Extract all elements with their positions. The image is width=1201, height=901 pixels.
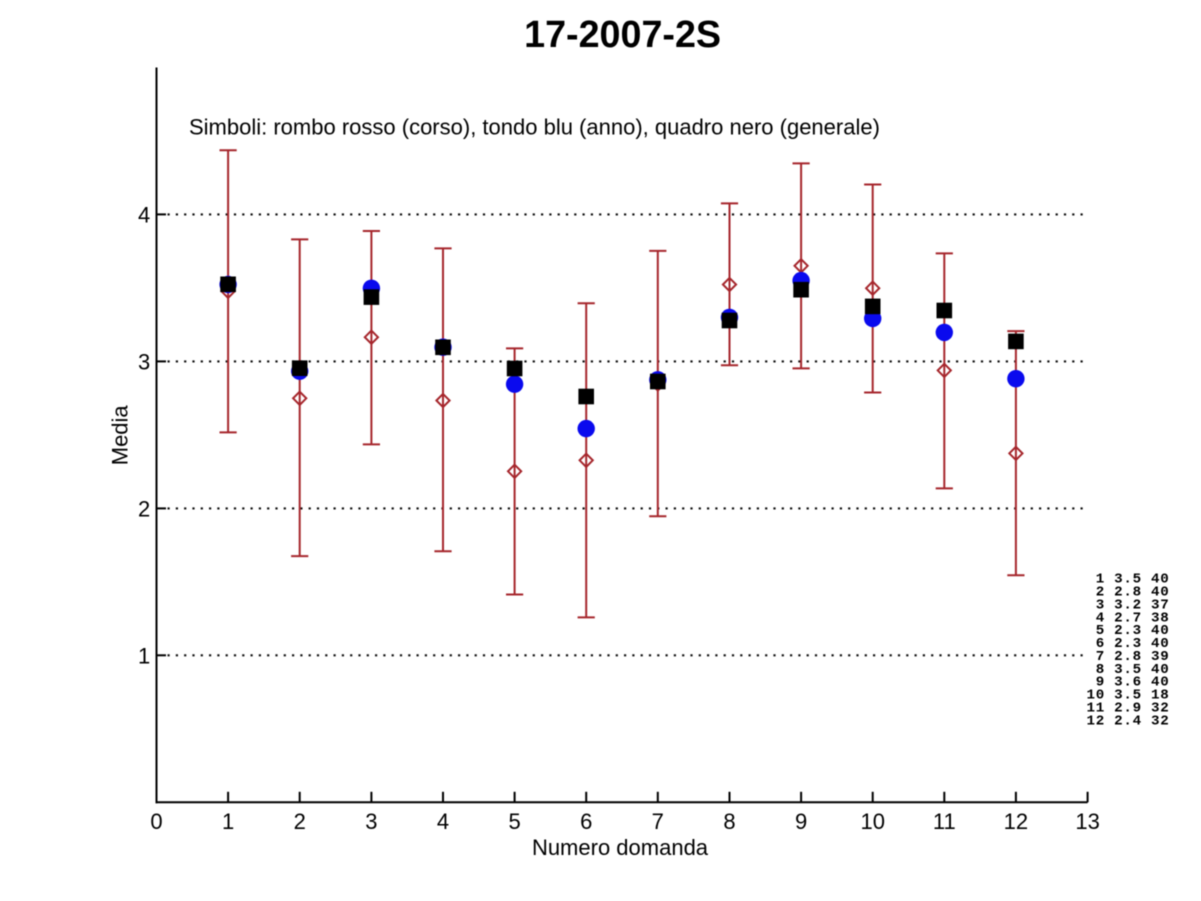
svg-text:3 3.2 37: 3 3.2 37: [1087, 597, 1170, 613]
svg-text:12 2.4 32: 12 2.4 32: [1087, 713, 1170, 729]
svg-text:2 2.8 40: 2 2.8 40: [1087, 585, 1170, 601]
svg-text:0: 0: [150, 809, 162, 834]
svg-text:10 3.5 18: 10 3.5 18: [1087, 688, 1170, 704]
svg-text:2: 2: [138, 497, 150, 522]
svg-text:11 2.9 32: 11 2.9 32: [1087, 701, 1170, 717]
svg-text:Media: Media: [108, 405, 133, 466]
svg-text:8: 8: [723, 809, 735, 834]
svg-text:4 2.7 38: 4 2.7 38: [1087, 610, 1170, 626]
svg-text:7 2.8 39: 7 2.8 39: [1087, 649, 1170, 665]
svg-text:1: 1: [222, 809, 234, 834]
svg-text:4: 4: [138, 203, 150, 228]
svg-text:7: 7: [652, 809, 664, 834]
svg-text:10: 10: [860, 809, 884, 834]
svg-text:3: 3: [138, 350, 150, 375]
svg-text:1: 1: [138, 644, 150, 669]
svg-text:2: 2: [294, 809, 306, 834]
svg-text:9 3.6 40: 9 3.6 40: [1087, 675, 1170, 691]
svg-text:17-2007-2S: 17-2007-2S: [524, 13, 721, 55]
svg-text:12: 12: [1004, 809, 1028, 834]
svg-text:13: 13: [1075, 809, 1099, 834]
svg-text:6 2.3 40: 6 2.3 40: [1087, 636, 1170, 652]
svg-text:Numero domanda: Numero domanda: [532, 835, 709, 860]
svg-text:8 3.5 40: 8 3.5 40: [1087, 662, 1170, 678]
svg-text:6: 6: [580, 809, 592, 834]
svg-text:4: 4: [437, 809, 449, 834]
svg-text:3: 3: [365, 809, 377, 834]
svg-text:9: 9: [795, 809, 807, 834]
svg-text:1 3.5 40: 1 3.5 40: [1087, 572, 1170, 588]
svg-text:11: 11: [933, 809, 956, 834]
svg-text:5 2.3 40: 5 2.3 40: [1087, 623, 1170, 639]
svg-text:Simboli: rombo rosso (corso),: Simboli: rombo rosso (corso), tondo blu …: [189, 115, 880, 140]
svg-text:5: 5: [508, 809, 520, 834]
